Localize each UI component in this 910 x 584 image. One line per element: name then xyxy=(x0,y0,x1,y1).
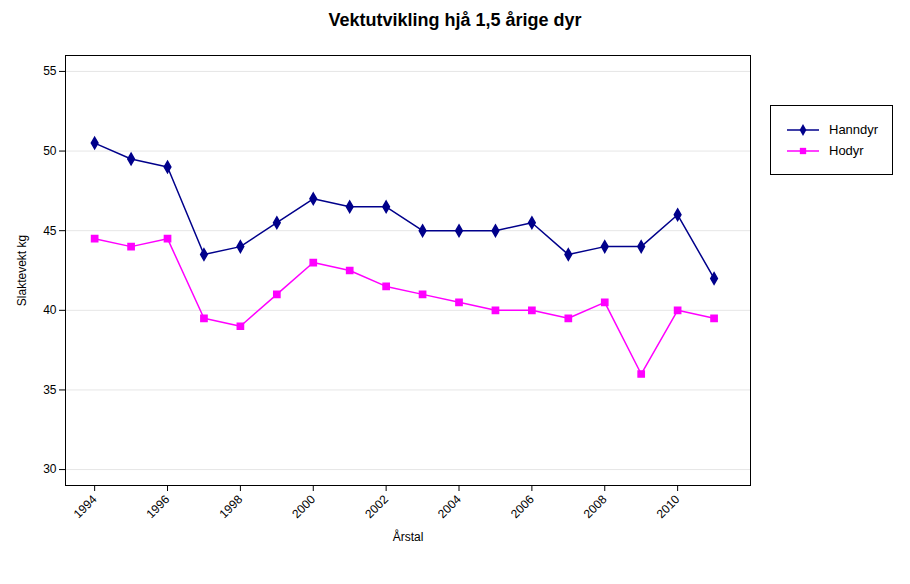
svg-text:55: 55 xyxy=(43,64,57,78)
svg-text:Årstal: Årstal xyxy=(393,529,424,544)
svg-text:Slaktevekt kg: Slaktevekt kg xyxy=(15,235,29,306)
svg-text:2000: 2000 xyxy=(289,492,318,521)
svg-text:1996: 1996 xyxy=(144,492,173,521)
svg-text:45: 45 xyxy=(43,224,57,238)
svg-text:2010: 2010 xyxy=(654,492,683,521)
svg-text:35: 35 xyxy=(43,383,57,397)
svg-text:50: 50 xyxy=(43,144,57,158)
svg-text:2002: 2002 xyxy=(362,492,391,521)
svg-text:1998: 1998 xyxy=(216,492,245,521)
svg-text:1994: 1994 xyxy=(71,492,100,521)
svg-text:2006: 2006 xyxy=(508,492,537,521)
html-text:Hanndyr: Hanndyr xyxy=(829,122,879,137)
svg-text:40: 40 xyxy=(43,303,57,317)
html-text:Vektutvikling hjå 1,5 årige dy: Vektutvikling hjå 1,5 årige dyr xyxy=(328,10,582,30)
svg-text:2004: 2004 xyxy=(435,492,464,521)
svg-text:2008: 2008 xyxy=(581,492,610,521)
html-text:Hodyr: Hodyr xyxy=(829,143,864,158)
svg-text:30: 30 xyxy=(43,462,57,476)
